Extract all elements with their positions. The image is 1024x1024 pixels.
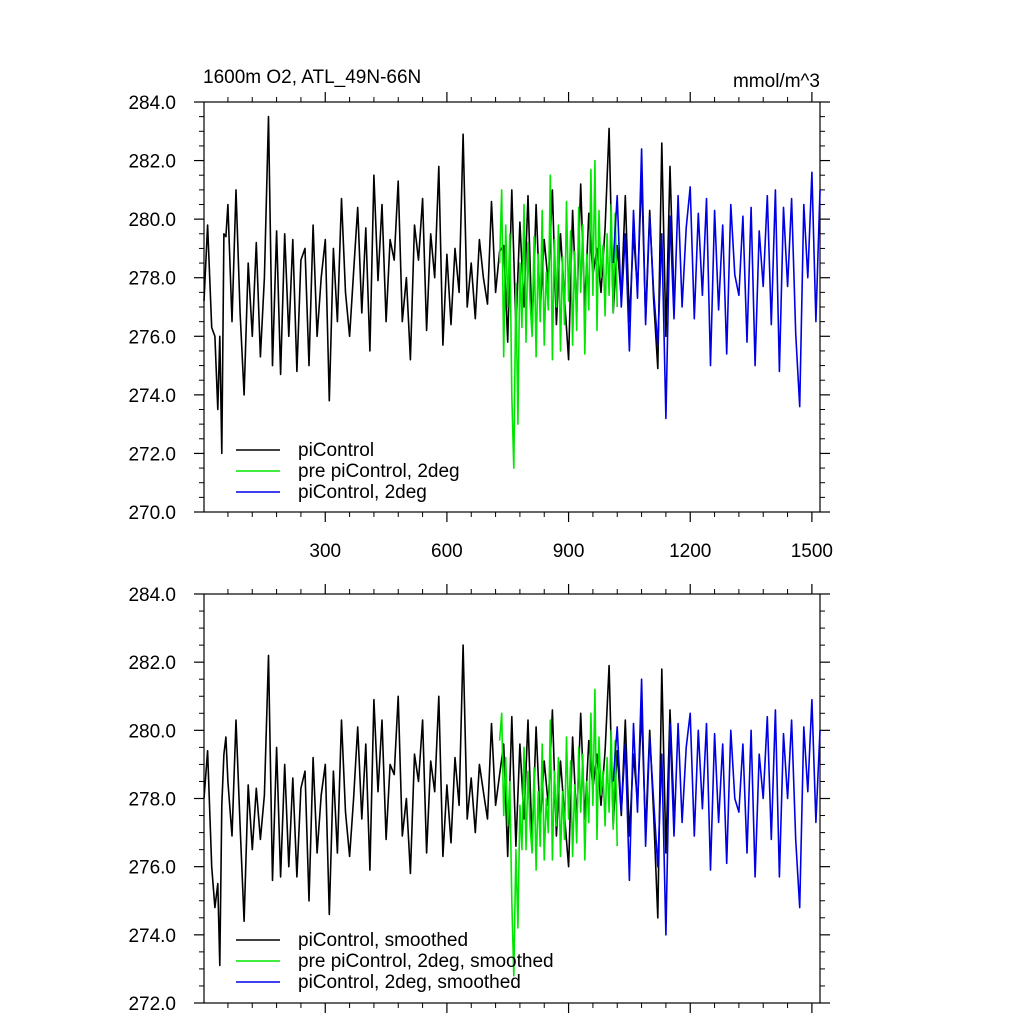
x-tick-label: 300 [309,541,341,562]
y-tick-label: 282.0 [128,152,176,173]
y-tick-label: 278.0 [128,269,176,290]
plot-frame [203,593,821,1004]
legend-label: pre piControl, 2deg, smoothed [298,951,554,972]
series-line-3 [612,148,821,420]
y-tick-label: 284.0 [128,585,176,606]
top-panel: 270.0 272.0 274.0 276.0 278.0 280.0 282.0 284.0… [128,92,833,562]
y-tick-label: 278.0 [128,790,176,811]
x-tick-label: 900 [553,541,585,562]
chart-title: 1600m O2, ATL_49N-66N [203,67,421,88]
units-label: mmol/m^3 [733,71,820,92]
bottom-panel: 272.0 274.0 276.0 278.0 280.0 282.0 284.0 piCon… [128,584,830,1015]
series-line-3 [612,678,821,936]
legend-label: piControl [298,440,374,461]
y-tick-label: 270.0 [128,503,176,524]
legend-label: piControl, smoothed [298,930,468,951]
y-tick-label: 274.0 [128,926,176,947]
y-tick-label: 276.0 [128,327,176,348]
y-tick-label: 280.0 [128,721,176,742]
series-line-1 [203,644,675,967]
legend-label: pre piControl, 2deg [298,461,460,482]
legend-label: piControl, 2deg [298,482,427,503]
y-tick-label: 276.0 [128,858,176,879]
x-tick-label: 1500 [791,541,833,562]
x-tick-label: 1200 [669,541,711,562]
x-tick-label: 600 [431,541,463,562]
y-tick-label: 272.0 [128,994,176,1015]
y-tick-label: 272.0 [128,444,176,465]
y-tick-label: 274.0 [128,386,176,407]
y-tick-label: 282.0 [128,653,176,674]
series-line-2 [498,159,618,469]
y-tick-label: 280.0 [128,210,176,231]
series-line-2 [498,688,618,977]
legend-label: piControl, 2deg, smoothed [298,972,521,993]
y-tick-label: 284.0 [128,93,176,114]
